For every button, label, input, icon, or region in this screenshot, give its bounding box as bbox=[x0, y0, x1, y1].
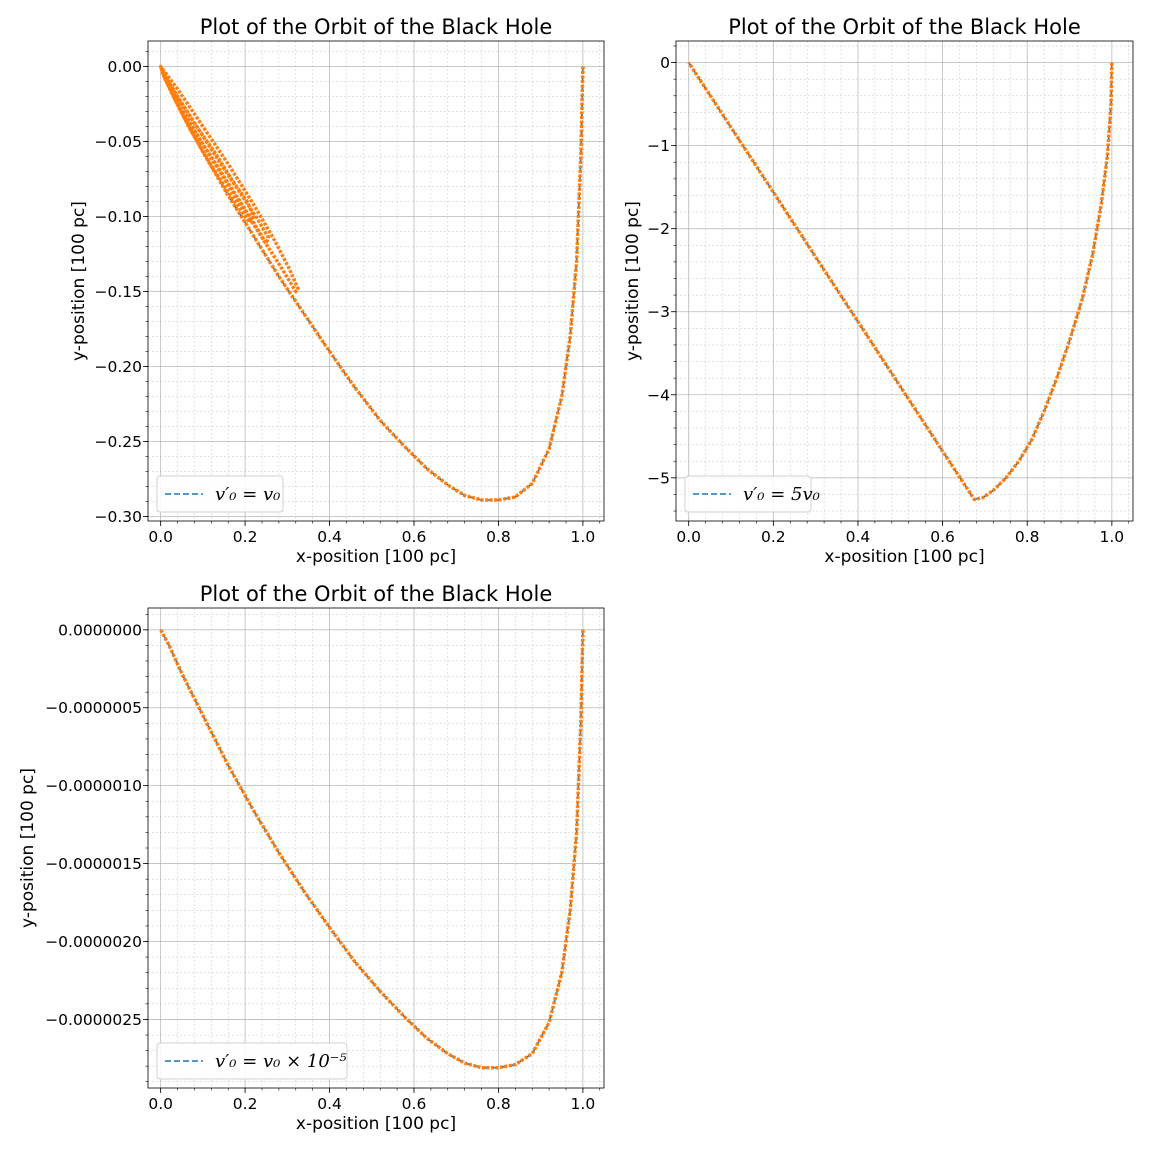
x-tick-label: 0.8 bbox=[1015, 528, 1040, 546]
dashed-series-line bbox=[159, 629, 584, 1069]
x-tick-label: 0.6 bbox=[402, 1095, 427, 1113]
y-tick-label: −1 bbox=[647, 137, 670, 155]
legend-box bbox=[156, 1042, 348, 1080]
orbit-series-line bbox=[687, 61, 1114, 502]
legend-label: v′₀ = 5v₀ bbox=[743, 484, 820, 505]
y-tick-label: −0.10 bbox=[95, 208, 143, 226]
y-tick-label: 0 bbox=[660, 54, 670, 72]
x-tick-label: 0.4 bbox=[317, 528, 342, 546]
subplot-3: 0.0 0.2 0.4 0.6 0.8 1.0 0.0000000 −0.0000005 −0.… bbox=[18, 582, 605, 1134]
orbit-series-line bbox=[158, 64, 585, 502]
legend: v′₀ = 5v₀ bbox=[684, 475, 820, 513]
grid bbox=[676, 41, 1133, 521]
y-tick-label: 0.0000000 bbox=[58, 621, 142, 639]
legend-box bbox=[156, 475, 284, 513]
x-tick-label: 1.0 bbox=[571, 1095, 596, 1113]
y-tick-label: −0.0000020 bbox=[45, 933, 142, 951]
x-tick-label: 0.2 bbox=[761, 528, 786, 546]
x-tick-label: 0.8 bbox=[486, 1095, 511, 1113]
grid bbox=[148, 608, 604, 1088]
chart-title: Plot of the Orbit of the Black Hole bbox=[200, 582, 553, 606]
x-tick-label: 0.6 bbox=[930, 528, 955, 546]
x-tick-label: 0.8 bbox=[486, 528, 511, 546]
chart-title: Plot of the Orbit of the Black Hole bbox=[728, 15, 1081, 39]
x-axis-label: x-position [100 pc] bbox=[296, 1114, 456, 1134]
x-axis-label: x-position [100 pc] bbox=[296, 547, 456, 567]
x-tick-label: 0.0 bbox=[676, 528, 701, 546]
x-tick-label: 0.0 bbox=[148, 1095, 173, 1113]
subplot-1: 0.0 0.2 0.4 0.6 0.8 1.0 0.00 −0.05 −0.10 −0.15 −0.… bbox=[69, 15, 605, 567]
y-tick-label: −0.30 bbox=[95, 508, 143, 526]
x-tick-label: 0.4 bbox=[317, 1095, 342, 1113]
y-tick-label: −0.0000015 bbox=[45, 855, 142, 873]
y-tick-label: 0.00 bbox=[107, 58, 142, 76]
axes-frame bbox=[675, 40, 1134, 522]
y-tick-label: −2 bbox=[647, 220, 670, 238]
legend-label: v′₀ = v₀ × 10⁻⁵ bbox=[215, 1051, 347, 1072]
y-tick-label: −0.25 bbox=[95, 433, 143, 451]
x-tick-label: 1.0 bbox=[571, 528, 596, 546]
x-tick-label: 0.4 bbox=[846, 528, 871, 546]
y-tick-label: −0.20 bbox=[95, 358, 143, 376]
axes-frame bbox=[147, 40, 605, 522]
y-axis-label: y-position [100 pc] bbox=[623, 201, 643, 361]
dashed-series-line bbox=[688, 62, 1113, 501]
y-tick-label: −0.15 bbox=[95, 283, 143, 301]
x-tick-label: 0.0 bbox=[148, 528, 173, 546]
grid bbox=[148, 41, 604, 521]
subplot-2: 0.0 0.2 0.4 0.6 0.8 1.0 0 −1 −2 −3 −4 −5 Plot of the… bbox=[623, 15, 1134, 567]
orbit-series-line bbox=[159, 628, 585, 1070]
legend: v′₀ = v₀ × 10⁻⁵ bbox=[156, 1042, 348, 1080]
x-axis-label: x-position [100 pc] bbox=[824, 547, 984, 567]
y-tick-label: −0.0000005 bbox=[45, 699, 142, 717]
legend: v′₀ = v₀ bbox=[156, 475, 284, 513]
y-axis-label: y-position [100 pc] bbox=[69, 201, 89, 361]
y-tick-label: −0.05 bbox=[95, 133, 143, 151]
y-tick-label: −3 bbox=[647, 303, 670, 321]
dashed-series-line bbox=[159, 66, 584, 501]
legend-box bbox=[684, 475, 812, 513]
x-tick-label: 0.6 bbox=[402, 528, 427, 546]
x-tick-label: 0.2 bbox=[233, 528, 258, 546]
y-tick-label: −0.0000010 bbox=[45, 777, 142, 795]
x-tick-label: 1.0 bbox=[1100, 528, 1125, 546]
y-tick-label: −4 bbox=[647, 386, 670, 404]
chart-title: Plot of the Orbit of the Black Hole bbox=[200, 15, 553, 39]
y-axis-label: y-position [100 pc] bbox=[18, 768, 38, 928]
y-tick-label: −0.0000025 bbox=[45, 1011, 142, 1029]
x-tick-label: 0.2 bbox=[233, 1095, 258, 1113]
y-tick-label: −5 bbox=[647, 469, 670, 487]
legend-label: v′₀ = v₀ bbox=[215, 484, 280, 505]
